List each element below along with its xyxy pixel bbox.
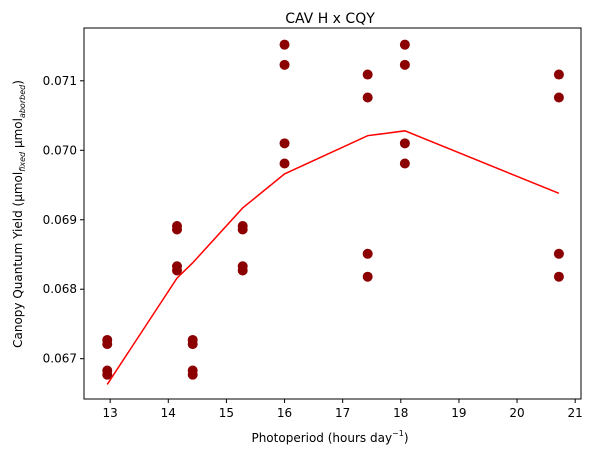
scatter-point [279, 39, 290, 50]
scatter-point [279, 59, 290, 70]
scatter-point [102, 339, 113, 350]
y-axis-label: Canopy Quantum Yield (µmolfixed µmolabor… [11, 80, 27, 348]
y-axis-label-tail: ) [11, 80, 25, 85]
y-tick-label: 0.070 [43, 143, 77, 157]
x-tick-label: 19 [451, 406, 466, 420]
scatter-point [399, 59, 410, 70]
x-tick-label: 18 [393, 406, 408, 420]
chart-title: CAV H x CQY [285, 11, 375, 27]
x-tick-label: 14 [161, 406, 176, 420]
scatter-point [362, 69, 373, 80]
y-axis-label-sub2: aborbed [18, 84, 27, 118]
x-tick-label: 16 [277, 406, 292, 420]
y-tick-label: 0.071 [43, 74, 77, 88]
scatter-point [553, 271, 564, 282]
y-axis-label-mid: µmol [11, 118, 25, 152]
x-tick-label: 20 [509, 406, 524, 420]
scatter-point [187, 369, 198, 380]
x-axis-label-text: Photoperiod (hours day [251, 431, 392, 445]
scatter-point [362, 271, 373, 282]
scatter-point [172, 224, 183, 235]
y-axis-label-sub1: fixed [18, 151, 27, 172]
y-tick-label: 0.069 [43, 213, 77, 227]
scatter-point [399, 138, 410, 149]
scatter-point [237, 224, 248, 235]
y-tick-label: 0.068 [43, 282, 77, 296]
x-tick-label: 15 [219, 406, 234, 420]
scatter-point [553, 69, 564, 80]
scatter-point [362, 92, 373, 103]
x-axis-label: Photoperiod (hours day−1) [251, 429, 408, 445]
scatter-point [172, 265, 183, 276]
x-tick-label: 21 [568, 406, 583, 420]
x-tick-label: 13 [103, 406, 118, 420]
scatter-point [553, 248, 564, 259]
plot-frame [83, 27, 582, 400]
scatter-point [187, 339, 198, 350]
scatter-point [399, 39, 410, 50]
x-tick-label: 17 [335, 406, 350, 420]
scatter-point [553, 92, 564, 103]
scatter-point [362, 248, 373, 259]
scatter-point [279, 138, 290, 149]
y-tick-label: 0.067 [43, 352, 77, 366]
scatter-point [237, 265, 248, 276]
x-axis-label-tail: ) [404, 431, 409, 445]
x-axis-label-sup: −1 [392, 429, 404, 438]
scatter-point [399, 158, 410, 169]
scatter-point [102, 369, 113, 380]
scatter-point [279, 158, 290, 169]
fit-line [106, 130, 560, 385]
y-axis-label-text: Canopy Quantum Yield (µmol [11, 172, 25, 348]
